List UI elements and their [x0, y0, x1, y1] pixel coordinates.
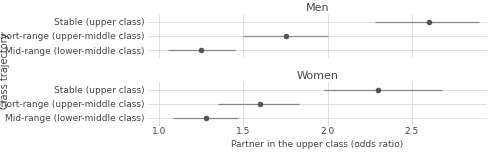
Title: Men: Men: [306, 3, 330, 13]
Text: Class trajectory: Class trajectory: [0, 32, 10, 109]
X-axis label: Partner in the upper class (odds ratio): Partner in the upper class (odds ratio): [232, 140, 404, 149]
Title: Women: Women: [296, 71, 339, 81]
